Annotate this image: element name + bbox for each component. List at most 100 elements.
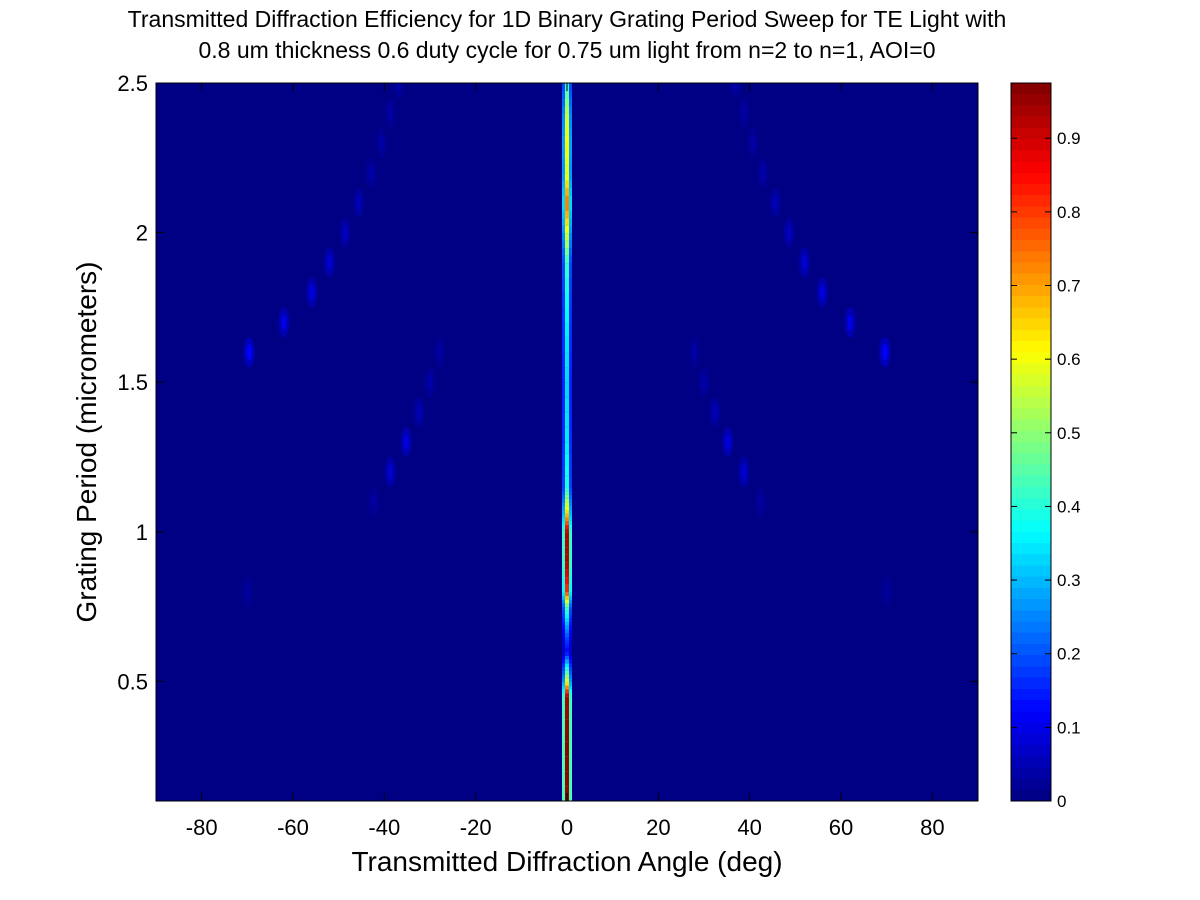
zero-order-core	[565, 707, 569, 720]
zero-order-core	[565, 621, 569, 626]
chart-title: Transmitted Diffraction Efficiency for 1…	[128, 6, 1007, 63]
zero-order-core	[565, 225, 569, 234]
zero-order-core	[565, 97, 569, 107]
diffraction-spot	[882, 344, 888, 361]
zero-order-core	[565, 150, 569, 159]
zero-order-core	[565, 382, 569, 398]
colorbar-tick-label: 0.1	[1057, 718, 1081, 737]
diffraction-spot	[741, 104, 747, 121]
zero-order-core	[565, 539, 569, 548]
zero-order-core	[565, 464, 569, 477]
zero-order-core	[565, 262, 569, 279]
zero-order-core	[565, 610, 569, 615]
zero-order-core	[565, 677, 569, 682]
zero-order-core	[565, 718, 569, 731]
colorbar-tick-label: 0.2	[1057, 645, 1081, 664]
zero-order-core	[565, 756, 569, 772]
zero-order-core	[565, 498, 569, 503]
x-axis-label: Transmitted Diffraction Angle (deg)	[351, 846, 782, 877]
y-axis-label: Grating Period (micrometers)	[71, 262, 102, 623]
x-tick-label: 80	[920, 815, 944, 840]
zero-order-core	[565, 172, 569, 181]
zero-order-core	[565, 658, 569, 664]
x-tick-label: 60	[829, 815, 853, 840]
diffraction-spot	[758, 493, 764, 510]
diffraction-spot	[368, 164, 374, 181]
zero-order-core	[565, 576, 569, 585]
diffraction-spot	[701, 374, 707, 391]
diffraction-spot	[370, 493, 376, 510]
zero-order-core	[565, 632, 569, 638]
colorbar-ticks: 0 0.1 0.2 0.3 0.4 0.5 0.6 0.7 0.8 0.9	[1011, 129, 1081, 811]
diffraction-spot	[309, 284, 315, 301]
zero-order-core	[565, 520, 569, 525]
zero-order-core	[565, 307, 569, 323]
zero-order-core	[565, 112, 569, 121]
diffraction-spot	[801, 254, 807, 271]
zero-order-core	[565, 486, 569, 492]
zero-order-core	[565, 105, 569, 114]
zero-order-core	[565, 554, 569, 563]
zero-order-core	[565, 505, 569, 510]
zero-order-core	[565, 165, 569, 174]
zero-order-core	[565, 546, 569, 555]
zero-order-core	[565, 625, 569, 630]
zero-order-core	[565, 135, 569, 144]
zero-order-core	[565, 292, 569, 308]
zero-order-core	[565, 771, 569, 787]
diffraction-spot	[884, 583, 890, 600]
diffraction-spot	[733, 83, 739, 91]
zero-order-core	[565, 681, 569, 686]
zero-order-core	[565, 255, 569, 264]
colorbar-tick-label: 0.9	[1057, 129, 1081, 148]
zero-order-core	[565, 247, 569, 256]
zero-order-core	[565, 561, 569, 570]
diffraction-spot	[395, 83, 401, 91]
zero-order-core	[565, 595, 569, 600]
diffraction-spot	[772, 194, 778, 211]
zero-order-core	[565, 427, 569, 443]
colorbar-tick-label: 0.3	[1057, 571, 1081, 590]
diffraction-spot	[760, 164, 766, 181]
zero-order-core	[565, 651, 569, 656]
zero-order-core	[565, 617, 569, 623]
zero-order-core	[565, 453, 569, 466]
zero-order-core	[565, 494, 569, 499]
colorbar-tick-label: 0	[1057, 792, 1066, 811]
zero-order-core	[565, 210, 569, 219]
zero-order-core	[565, 591, 569, 596]
zero-order-core	[565, 337, 569, 353]
colorbar-tick-label: 0.6	[1057, 350, 1081, 369]
zero-order-core	[565, 670, 569, 675]
diffraction-spot	[712, 404, 718, 421]
zero-order-core	[565, 513, 569, 518]
zero-order-core	[565, 599, 569, 604]
x-tick-label: 0	[561, 815, 573, 840]
zero-order-core	[565, 509, 569, 514]
diffraction-spot	[342, 224, 348, 241]
zero-order-core	[565, 531, 569, 540]
zero-order-core	[565, 277, 569, 294]
zero-order-core	[565, 636, 569, 641]
zero-order-core	[565, 501, 569, 507]
zero-order-core	[565, 442, 569, 454]
y-tick-label: 1	[136, 520, 148, 545]
colorbar	[1010, 82, 1052, 802]
x-tick-label: 20	[646, 815, 670, 840]
diffraction-spot	[387, 463, 393, 480]
zero-order-core	[565, 157, 569, 166]
zero-order-core	[565, 202, 569, 211]
zero-order-core	[565, 614, 569, 619]
diffraction-spot	[741, 463, 747, 480]
y-axis-ticks: 0.5 1 1.5 2 2.5	[117, 71, 978, 694]
x-tick-label: 40	[737, 815, 761, 840]
zero-order-core	[565, 127, 569, 136]
diffraction-spot	[327, 254, 333, 271]
zero-order-core	[565, 640, 569, 645]
y-tick-label: 2.5	[117, 71, 148, 96]
diffraction-spot	[847, 314, 853, 331]
colorbar-tick-label: 0.4	[1057, 497, 1081, 516]
zero-order-core	[565, 647, 569, 653]
zero-order-core	[565, 232, 569, 241]
x-tick-label: -40	[368, 815, 400, 840]
